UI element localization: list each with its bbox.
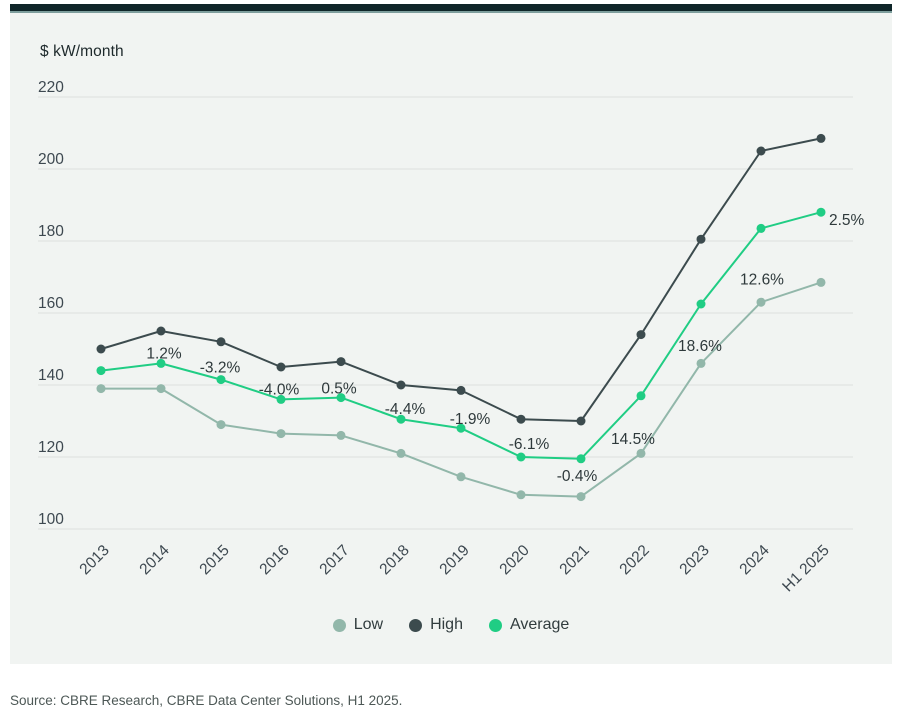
chart-legend: Low High Average bbox=[10, 616, 892, 634]
legend-item-low: Low bbox=[332, 616, 384, 634]
legend-item-average: Average bbox=[488, 616, 570, 634]
legend-dot-low-icon bbox=[332, 618, 346, 632]
legend-label-average: Average bbox=[509, 616, 570, 633]
legend-label-low: Low bbox=[353, 616, 384, 633]
legend-dot-high-icon bbox=[409, 618, 423, 632]
chart-card: $ kW/month Low High Average bbox=[10, 4, 892, 664]
card-top-border bbox=[10, 4, 892, 13]
legend-label-high: High bbox=[430, 616, 463, 633]
y-axis-title: $ kW/month bbox=[40, 43, 124, 60]
legend-item-high: High bbox=[409, 616, 463, 634]
legend-dot-average-icon bbox=[488, 618, 502, 632]
source-note: Source: CBRE Research, CBRE Data Center … bbox=[10, 693, 403, 708]
